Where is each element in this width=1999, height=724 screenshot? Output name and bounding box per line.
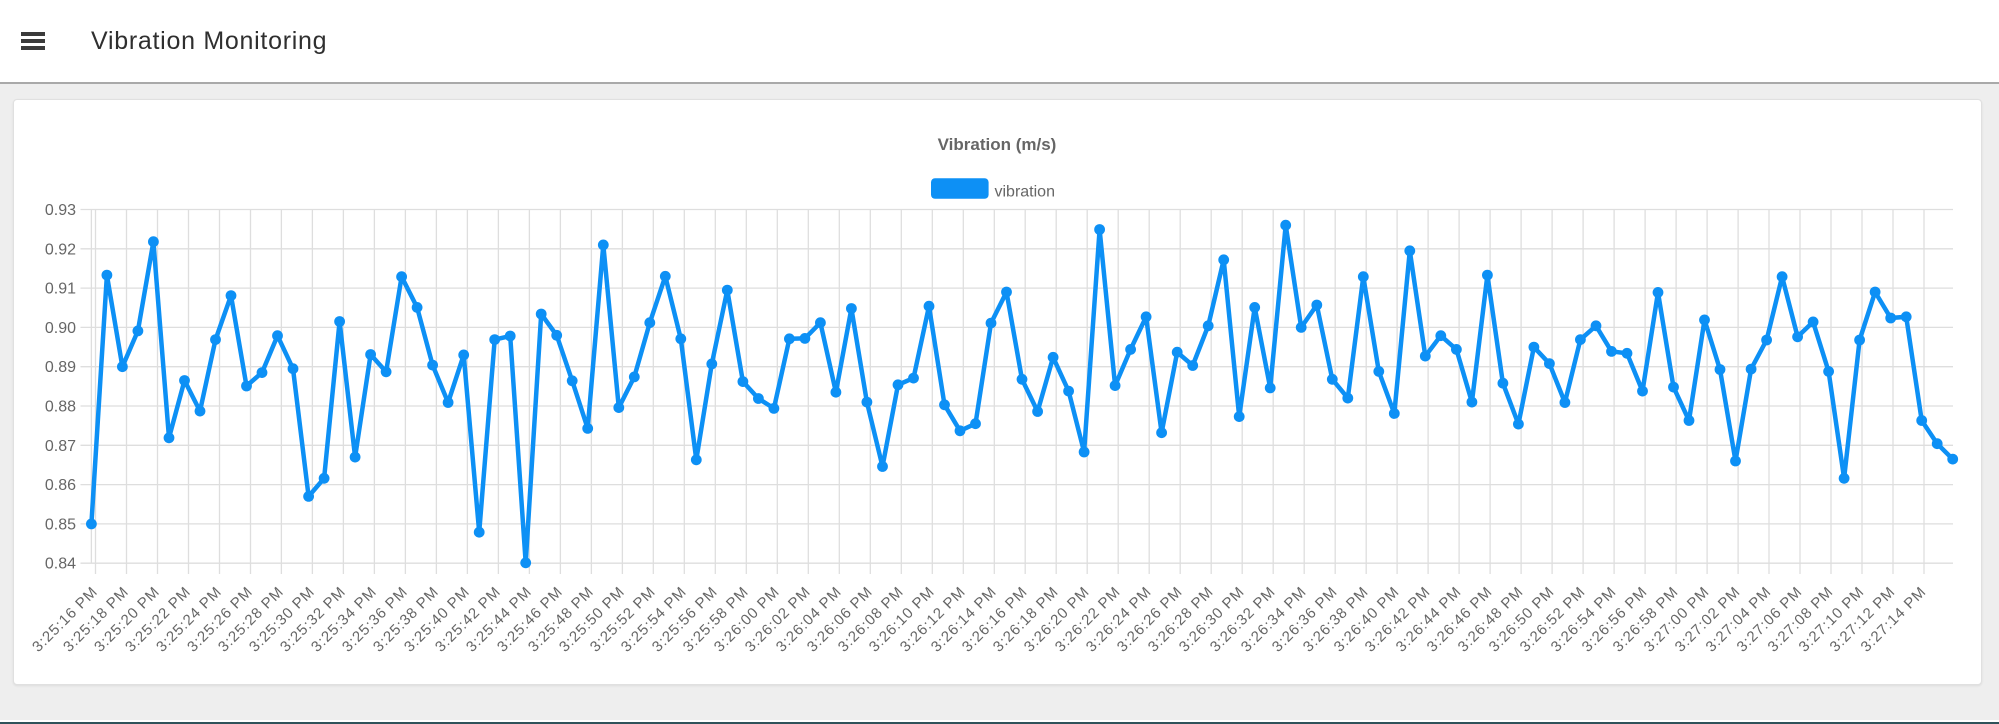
svg-text:0.90: 0.90	[45, 320, 76, 337]
svg-text:0.92: 0.92	[45, 241, 76, 258]
svg-text:0.91: 0.91	[45, 281, 76, 298]
svg-text:0.85: 0.85	[45, 516, 76, 533]
svg-text:0.88: 0.88	[45, 399, 76, 416]
svg-text:0.93: 0.93	[45, 202, 76, 219]
svg-text:0.86: 0.86	[45, 477, 76, 494]
svg-text:0.89: 0.89	[45, 359, 76, 376]
svg-text:vibration: vibration	[995, 184, 1055, 201]
svg-text:0.87: 0.87	[45, 438, 76, 455]
svg-text:Vibration (m/s): Vibration (m/s)	[938, 135, 1057, 154]
svg-text:0.84: 0.84	[45, 556, 76, 573]
